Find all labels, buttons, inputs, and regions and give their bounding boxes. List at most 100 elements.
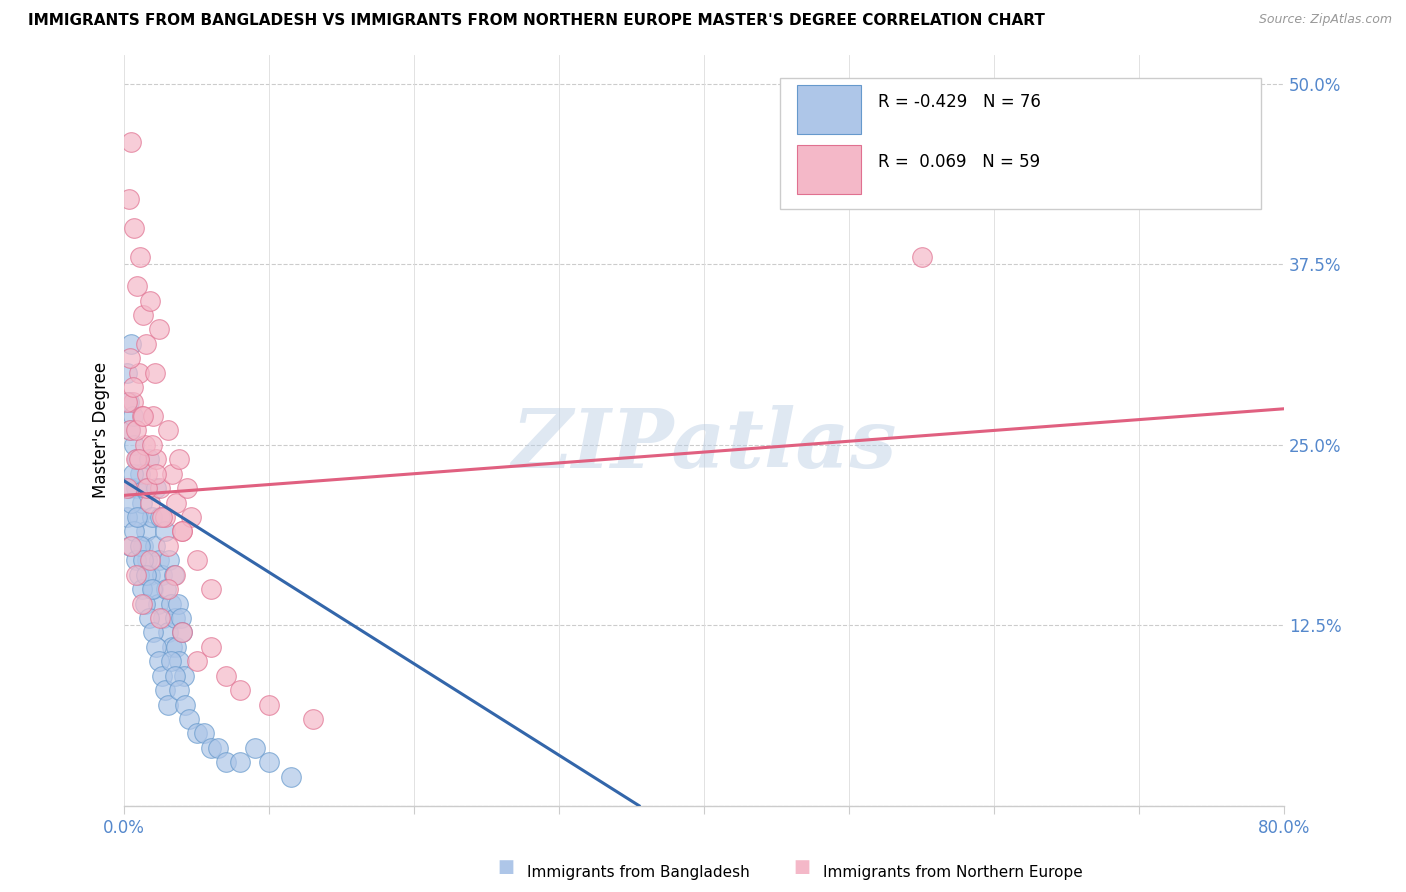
Point: [186, 553, 208, 567]
Point: [117, 481, 139, 495]
Text: Immigrants from Bangladesh: Immigrants from Bangladesh: [527, 865, 749, 880]
Point: [128, 510, 150, 524]
Point: [169, 683, 191, 698]
Point: [153, 510, 176, 524]
Point: [200, 582, 222, 597]
Point: [243, 740, 266, 755]
Point: [150, 669, 173, 683]
Point: [127, 279, 149, 293]
Point: [167, 597, 190, 611]
Point: [173, 669, 195, 683]
Point: [142, 582, 165, 597]
Point: [141, 510, 163, 524]
Text: IMMIGRANTS FROM BANGLADESH VS IMMIGRANTS FROM NORTHERN EUROPE MASTER'S DEGREE CO: IMMIGRANTS FROM BANGLADESH VS IMMIGRANTS…: [28, 13, 1045, 29]
Point: [200, 640, 222, 654]
Point: [135, 567, 157, 582]
Text: R =  0.069   N = 59: R = 0.069 N = 59: [879, 153, 1040, 171]
Point: [145, 640, 167, 654]
Point: [215, 756, 238, 770]
FancyBboxPatch shape: [797, 85, 860, 134]
Point: [131, 597, 153, 611]
Point: [136, 467, 159, 481]
Point: [134, 481, 156, 495]
Text: ■: ■: [793, 858, 810, 876]
Point: [143, 539, 166, 553]
Point: [160, 640, 183, 654]
Point: [176, 481, 198, 495]
Point: [146, 597, 169, 611]
Point: [172, 625, 194, 640]
Point: [163, 567, 186, 582]
Point: [145, 481, 167, 495]
Point: [159, 597, 181, 611]
Point: [129, 250, 152, 264]
Point: [165, 640, 187, 654]
Point: [165, 495, 187, 509]
Point: [170, 611, 193, 625]
FancyBboxPatch shape: [780, 78, 1261, 209]
Point: [115, 510, 138, 524]
Point: [124, 438, 146, 452]
Point: [911, 250, 934, 264]
Point: [162, 567, 184, 582]
Point: [145, 452, 167, 467]
Point: [159, 654, 181, 668]
Point: [122, 380, 145, 394]
Point: [121, 539, 143, 553]
Point: [135, 524, 157, 539]
Point: [172, 524, 194, 539]
Point: [172, 524, 194, 539]
Point: [186, 726, 208, 740]
Point: [118, 539, 141, 553]
Text: Immigrants from Northern Europe: Immigrants from Northern Europe: [823, 865, 1083, 880]
Point: [207, 740, 229, 755]
Point: [139, 293, 162, 308]
Point: [136, 553, 159, 567]
Point: [143, 366, 166, 380]
Point: [160, 467, 183, 481]
Point: [152, 611, 174, 625]
Point: [128, 366, 150, 380]
Point: [115, 394, 138, 409]
Point: [139, 567, 162, 582]
Point: [155, 582, 177, 597]
Point: [129, 539, 152, 553]
Point: [125, 424, 148, 438]
Point: [200, 740, 222, 755]
Point: [163, 611, 186, 625]
Point: [124, 221, 146, 235]
Point: [127, 452, 149, 467]
Point: [134, 597, 156, 611]
Point: [132, 308, 155, 322]
Point: [115, 481, 138, 495]
Point: [145, 467, 167, 481]
Point: [156, 698, 179, 712]
Point: [186, 654, 208, 668]
Point: [115, 366, 138, 380]
Point: [138, 611, 160, 625]
Point: [172, 625, 194, 640]
Point: [257, 698, 280, 712]
Point: [215, 669, 238, 683]
Point: [229, 683, 252, 698]
Y-axis label: Master's Degree: Master's Degree: [93, 362, 110, 499]
Point: [180, 510, 202, 524]
Point: [122, 394, 145, 409]
Point: [134, 438, 156, 452]
Point: [301, 712, 323, 726]
Point: [148, 322, 170, 336]
Point: [156, 582, 179, 597]
Point: [148, 553, 170, 567]
Point: [141, 582, 163, 597]
Point: [131, 495, 153, 509]
Point: [124, 524, 146, 539]
Point: [125, 452, 148, 467]
Point: [118, 424, 141, 438]
Point: [141, 438, 163, 452]
Text: ZIPatlas: ZIPatlas: [512, 405, 897, 485]
Point: [139, 553, 162, 567]
Point: [149, 611, 172, 625]
Point: [163, 669, 186, 683]
Point: [117, 394, 139, 409]
Text: ■: ■: [498, 858, 515, 876]
